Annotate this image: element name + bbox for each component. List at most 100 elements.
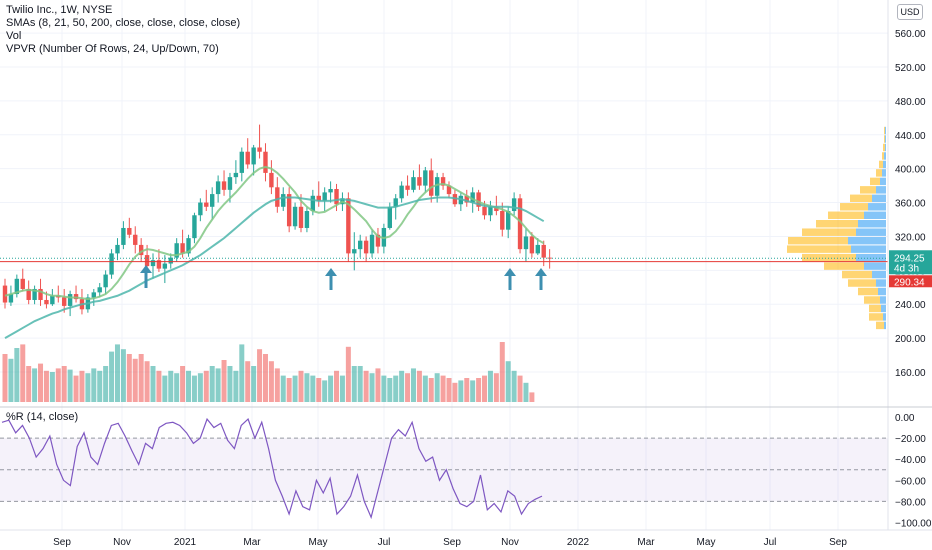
candle-body: [204, 202, 209, 207]
candle-body: [464, 195, 469, 203]
volume-bar: [304, 373, 310, 402]
price-tick-label: 520.00: [895, 63, 926, 74]
candle-body: [215, 181, 221, 195]
volume-bar: [434, 373, 440, 402]
candle-body: [133, 234, 138, 245]
volume-bar: [38, 363, 44, 402]
vpvr-down-bar: [816, 220, 858, 228]
volume-bar: [464, 378, 470, 402]
volume-bar: [97, 370, 103, 402]
volume-bar: [186, 370, 192, 402]
vpvr-up-bar: [880, 296, 886, 304]
candle-body: [180, 243, 185, 254]
candle-body: [198, 202, 203, 216]
volume-bar: [357, 366, 363, 402]
vpvr-down-bar: [864, 296, 880, 304]
candle-body: [440, 177, 446, 186]
volume-bar: [49, 372, 55, 402]
volume-bar: [32, 368, 38, 402]
volume-bar: [422, 375, 428, 402]
candle-body: [138, 244, 144, 256]
wr-tick-label: −40.00: [895, 455, 926, 466]
volume-bar: [215, 368, 221, 402]
volume-bar: [292, 375, 298, 402]
candle-body: [20, 278, 25, 289]
x-tick-label: Mar: [243, 537, 261, 548]
candle-body: [393, 198, 398, 207]
volume-legend[interactable]: Vol: [6, 30, 22, 42]
volume-bar: [345, 346, 351, 402]
candle-body: [62, 297, 67, 306]
vpvr-down-bar: [860, 186, 876, 194]
price-tick-label: 440.00: [895, 131, 926, 142]
volume-bar: [43, 370, 49, 402]
volume-bar: [227, 366, 233, 402]
vpvr-up-bar: [872, 270, 886, 279]
candle-body: [500, 211, 505, 230]
candle-body: [328, 189, 333, 193]
candle-body: [269, 172, 274, 188]
x-tick-label: May: [309, 537, 328, 548]
candle-body: [358, 240, 363, 250]
candle-body: [257, 147, 262, 152]
symbol-title[interactable]: Twilio Inc., 1W, NYSE: [6, 4, 113, 16]
vpvr-legend[interactable]: VPVR (Number Of Rows, 24, Up/Down, 70): [6, 43, 219, 55]
buy-arrow-head: [504, 268, 516, 276]
volume-bar: [440, 375, 446, 402]
volume-bar: [180, 366, 186, 402]
volume-bar: [221, 360, 227, 402]
candle-body: [210, 194, 215, 207]
x-tick-label: May: [697, 537, 716, 548]
oscillator-legend[interactable]: %R (14, close): [6, 411, 79, 423]
buy-arrow-head: [325, 268, 337, 276]
x-tick-label: Jul: [764, 537, 777, 548]
volume-bar: [322, 380, 328, 402]
vpvr-up-bar: [880, 177, 886, 186]
candle-body: [494, 206, 499, 212]
chart-legend: Twilio Inc., 1W, NYSE SMAs (8, 21, 50, 2…: [6, 4, 240, 56]
candle-body: [115, 244, 120, 254]
volume-bar: [251, 366, 257, 402]
vpvr-up-bar: [884, 321, 886, 330]
candle-body: [375, 234, 381, 247]
volume-bar: [405, 373, 411, 402]
volume-bar: [470, 380, 476, 402]
volume-bar: [150, 366, 156, 402]
volume-bar: [476, 378, 482, 402]
volume-bar: [280, 375, 286, 402]
vpvr-up-bar: [864, 262, 886, 270]
wr-line: [1, 417, 543, 520]
vpvr-up-bar: [872, 194, 886, 203]
candle-body: [286, 194, 292, 227]
candle-body: [482, 206, 487, 216]
volume-bar: [505, 361, 511, 402]
volume-bar: [334, 370, 340, 402]
volume-bar: [126, 354, 132, 402]
x-tick-label: Mar: [637, 537, 655, 548]
vpvr-up-bar: [856, 253, 886, 262]
volume-bar: [257, 349, 263, 402]
last-price-label: 294.25: [894, 253, 925, 264]
price-tick-label: 480.00: [895, 97, 926, 108]
currency-button[interactable]: USD: [897, 4, 923, 20]
candle-body: [517, 198, 523, 250]
volume-bar: [393, 375, 399, 402]
candle-body: [168, 257, 173, 264]
volume-bar: [168, 370, 174, 402]
price-tick-label: 560.00: [895, 29, 926, 40]
candle-body: [239, 151, 244, 173]
volume-bar: [132, 358, 138, 402]
vpvr-up-bar: [856, 228, 886, 236]
sma-legend[interactable]: SMAs (8, 21, 50, 200, close, close, clos…: [6, 17, 241, 29]
volume-bar: [61, 366, 67, 402]
candle-body: [144, 255, 150, 267]
volume-bar: [73, 375, 79, 402]
volume-bar: [114, 344, 120, 402]
vpvr-up-bar: [864, 211, 886, 219]
volume-bar: [511, 370, 517, 402]
volume-bar: [328, 375, 334, 402]
wr-tick-label: −100.00: [895, 519, 932, 530]
